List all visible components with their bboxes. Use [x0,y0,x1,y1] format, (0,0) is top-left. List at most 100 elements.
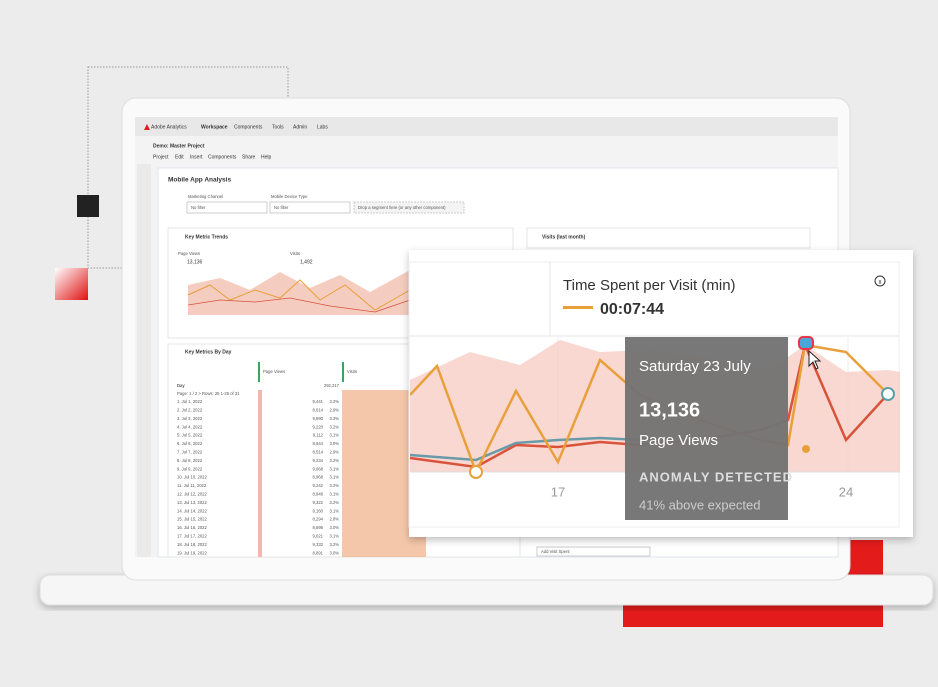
x-label: 17 [551,484,565,499]
nav-item[interactable]: Workspace [201,124,228,130]
row-day: 17. Jul 17, 2022 [177,534,207,539]
row-percent: 3.2% [329,500,339,505]
col-marker [342,362,344,382]
nav-item[interactable]: Tools [272,124,284,130]
row-value: 9,322 [313,500,324,505]
row-value: 8,644 [313,441,324,446]
row-percent: 3.1% [329,492,339,497]
row-value: 9,220 [313,424,324,429]
menu-item[interactable]: Components [208,154,237,160]
column-total: 292,217 [324,383,340,388]
row-day: 7. Jul 7, 2022 [177,450,203,455]
trend-area [188,270,410,315]
row-percent: 3.0% [329,550,339,555]
metric-name: Page Views [178,251,200,256]
row-percent: 3.0% [329,441,339,446]
metric-value: 13,136 [187,259,203,265]
row-percent: 3.1% [329,466,339,471]
menu-item[interactable]: Share [242,154,256,160]
row-day: 13. Jul 13, 2022 [177,500,207,505]
menu-item[interactable]: Project [153,154,169,160]
row-value: 8,968 [313,475,324,480]
metric-name: Visits [290,251,300,256]
row-value: 8,891 [313,550,324,555]
add-dropdown[interactable] [536,546,651,557]
filter-dropdown[interactable] [269,201,351,214]
menu-item[interactable]: Help [261,154,272,160]
row-percent: 3.1% [329,534,339,539]
row-percent: 2.9% [329,408,339,413]
logo [144,124,150,130]
info-icon[interactable] [874,275,886,287]
trend-line [187,297,411,313]
row-percent: 3.3% [329,416,339,421]
row-day: 19. Jul 19, 2022 [177,550,207,555]
filter-dropdown[interactable] [186,201,268,214]
x-label: 24 [839,484,853,499]
filter-value: No filter [191,205,206,210]
row-value: 9,160 [313,508,324,513]
tooltip-flag: ANOMALY DETECTED [639,469,793,484]
popup-line [410,436,641,462]
row-percent: 3.2% [329,399,339,404]
tooltip [625,337,788,520]
pager: Page: 1 / 2 > Rows: 25 1-25 of 31 [177,391,240,396]
legend-swatch [563,306,593,309]
row-percent: 3.1% [329,433,339,438]
row-day: 3. Jul 3, 2022 [177,416,203,421]
nav-item[interactable]: Admin [293,124,307,130]
row-day: 9. Jul 9, 2022 [177,466,203,471]
visits-card [526,227,811,249]
row-percent: 3.2% [329,542,339,547]
anomaly-marker [798,336,814,350]
menu-item[interactable]: Edit [175,154,184,160]
row-value: 9,441 [313,399,324,404]
row-percent: 3.1% [329,508,339,513]
row-percent: 3.2% [329,424,339,429]
dimension-header: Day [177,383,185,388]
row-percent: 3.0% [329,525,339,530]
nav-item[interactable]: Components [234,124,263,130]
black-square [77,195,99,217]
nav-item[interactable]: Labs [317,124,328,130]
filter-value: No filter [274,205,289,210]
row-day: 16. Jul 16, 2022 [177,525,207,530]
filter-label: Mobile Device Type [271,194,308,199]
card-title: Visits (last month) [542,234,586,240]
card-title: Key Metric Trends [185,234,228,240]
row-value: 9,068 [313,466,324,471]
trend-line [187,279,411,311]
point-marker [802,445,810,453]
row-value: 9,112 [313,433,324,438]
row-day: 11. Jul 11, 2022 [177,483,207,488]
row-value: 8,614 [313,408,324,413]
filter-label: Marketing Channel [188,194,223,199]
row-day: 1. Jul 1, 2022 [177,399,203,404]
row-day: 5. Jul 5, 2022 [177,433,203,438]
tooltip-note: 41% above expected [639,497,760,512]
project-title: Demo: Master Project [153,143,205,149]
bar-strip [258,390,262,557]
row-day: 18. Jul 18, 2022 [177,542,207,547]
row-day: 12. Jul 12, 2022 [177,492,207,497]
popup-title: Time Spent per Visit (min) [563,277,736,294]
column-header: Page Views [263,369,285,374]
tooltip-date: Saturday 23 July [639,358,751,375]
metric-value: 1,492 [300,259,313,265]
menu-item[interactable]: Insert [190,154,203,160]
row-percent: 2.8% [329,517,339,522]
red-square [55,268,88,300]
row-value: 9,332 [313,542,324,547]
drop-zone[interactable] [353,201,465,214]
panel-title: Mobile App Analysis [168,177,231,184]
row-value: 9,690 [313,416,324,421]
tooltip-metric: Page Views [639,432,718,449]
popup-value: 00:07:44 [600,301,664,318]
table-rows: 1. Jul 1, 2022 9,441 3.2% 2. Jul 2, 2022 8,6… [177,399,339,555]
row-value: 8,696 [313,525,324,530]
row-value: 9,234 [313,458,324,463]
cursor [808,349,822,370]
row-day: 2. Jul 2, 2022 [177,408,203,413]
brand: Adobe Analytics [151,124,187,130]
point-marker [881,387,895,401]
